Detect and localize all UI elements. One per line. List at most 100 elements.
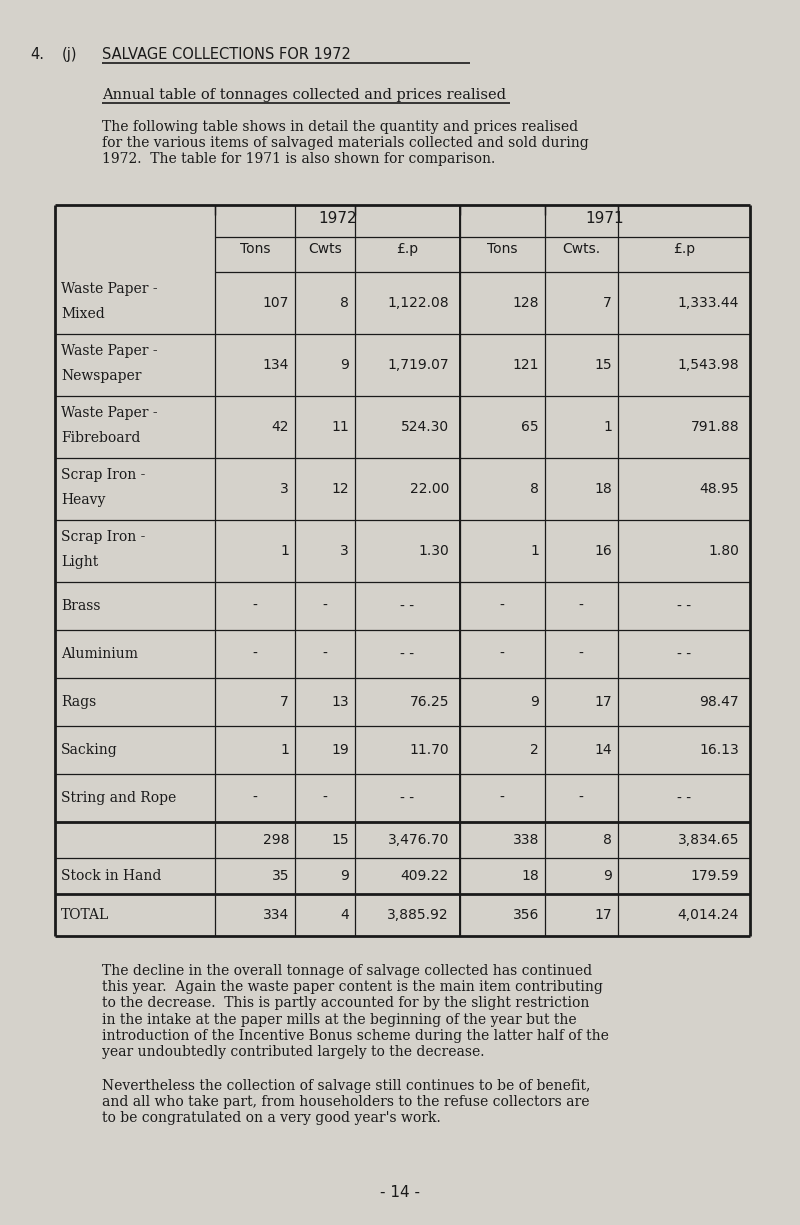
Text: - 14 -: - 14 - bbox=[380, 1185, 420, 1200]
Text: -: - bbox=[499, 791, 505, 805]
Text: 3: 3 bbox=[340, 544, 349, 559]
Text: - -: - - bbox=[677, 647, 691, 662]
Text: -: - bbox=[322, 647, 327, 662]
Text: 121: 121 bbox=[513, 358, 539, 372]
Text: 12: 12 bbox=[331, 481, 349, 496]
Text: Waste Paper -: Waste Paper - bbox=[61, 344, 158, 359]
Text: String and Rope: String and Rope bbox=[61, 791, 176, 805]
Text: 524.30: 524.30 bbox=[401, 420, 449, 434]
Text: Scrap Iron -: Scrap Iron - bbox=[61, 530, 146, 544]
Text: -: - bbox=[253, 791, 258, 805]
Text: 15: 15 bbox=[594, 358, 612, 372]
Text: Nevertheless the collection of salvage still continues to be of benefit,
and all: Nevertheless the collection of salvage s… bbox=[102, 1079, 590, 1126]
Text: Rags: Rags bbox=[61, 695, 96, 709]
Text: Tons: Tons bbox=[487, 243, 518, 256]
Text: 35: 35 bbox=[271, 869, 289, 883]
Text: 9: 9 bbox=[340, 869, 349, 883]
Text: -: - bbox=[578, 647, 583, 662]
Text: 18: 18 bbox=[594, 481, 612, 496]
Text: 48.95: 48.95 bbox=[699, 481, 739, 496]
Text: 8: 8 bbox=[530, 481, 539, 496]
Text: 9: 9 bbox=[603, 869, 612, 883]
Text: 1.80: 1.80 bbox=[708, 544, 739, 559]
Text: Aluminium: Aluminium bbox=[61, 647, 138, 662]
Text: 298: 298 bbox=[262, 833, 289, 846]
Text: 409.22: 409.22 bbox=[401, 869, 449, 883]
Text: 179.59: 179.59 bbox=[690, 869, 739, 883]
Text: Waste Paper -: Waste Paper - bbox=[61, 407, 158, 420]
Text: 15: 15 bbox=[331, 833, 349, 846]
Text: 3,885.92: 3,885.92 bbox=[387, 908, 449, 922]
Text: 19: 19 bbox=[331, 744, 349, 757]
Text: 1,543.98: 1,543.98 bbox=[678, 358, 739, 372]
Text: 1: 1 bbox=[280, 744, 289, 757]
Text: Waste Paper -: Waste Paper - bbox=[61, 282, 158, 296]
Text: 17: 17 bbox=[594, 908, 612, 922]
Text: £.p: £.p bbox=[673, 243, 695, 256]
Text: 7: 7 bbox=[603, 296, 612, 310]
Text: Tons: Tons bbox=[240, 243, 270, 256]
Text: 3: 3 bbox=[280, 481, 289, 496]
Text: 4,014.24: 4,014.24 bbox=[678, 908, 739, 922]
Text: Newspaper: Newspaper bbox=[61, 369, 142, 383]
Text: 7: 7 bbox=[280, 695, 289, 709]
Text: -: - bbox=[499, 599, 505, 612]
Text: Light: Light bbox=[61, 555, 98, 570]
Text: 334: 334 bbox=[262, 908, 289, 922]
Text: -: - bbox=[322, 791, 327, 805]
Text: Heavy: Heavy bbox=[61, 494, 106, 507]
Text: 9: 9 bbox=[340, 358, 349, 372]
Text: TOTAL: TOTAL bbox=[61, 908, 110, 922]
Text: 791.88: 791.88 bbox=[690, 420, 739, 434]
Text: 1.30: 1.30 bbox=[418, 544, 449, 559]
Text: 11.70: 11.70 bbox=[410, 744, 449, 757]
Text: 98.47: 98.47 bbox=[699, 695, 739, 709]
Text: 1,122.08: 1,122.08 bbox=[387, 296, 449, 310]
Text: 3,834.65: 3,834.65 bbox=[678, 833, 739, 846]
Text: - -: - - bbox=[400, 647, 414, 662]
Text: Cwts: Cwts bbox=[308, 243, 342, 256]
Text: 1: 1 bbox=[603, 420, 612, 434]
Text: - -: - - bbox=[400, 791, 414, 805]
Text: 9: 9 bbox=[530, 695, 539, 709]
Text: (j): (j) bbox=[62, 47, 78, 62]
Text: 4: 4 bbox=[340, 908, 349, 922]
Text: 18: 18 bbox=[522, 869, 539, 883]
Text: 107: 107 bbox=[262, 296, 289, 310]
Text: 3,476.70: 3,476.70 bbox=[388, 833, 449, 846]
Text: 22.00: 22.00 bbox=[410, 481, 449, 496]
Text: 1: 1 bbox=[280, 544, 289, 559]
Text: £.p: £.p bbox=[397, 243, 418, 256]
Text: Annual table of tonnages collected and prices realised: Annual table of tonnages collected and p… bbox=[102, 88, 506, 102]
Text: 134: 134 bbox=[262, 358, 289, 372]
Text: Scrap Iron -: Scrap Iron - bbox=[61, 468, 146, 483]
Text: -: - bbox=[578, 791, 583, 805]
Text: 356: 356 bbox=[513, 908, 539, 922]
Text: Mixed: Mixed bbox=[61, 307, 105, 321]
Text: 14: 14 bbox=[594, 744, 612, 757]
Text: 128: 128 bbox=[513, 296, 539, 310]
Text: -: - bbox=[578, 599, 583, 612]
Text: The decline in the overall tonnage of salvage collected has continued
this year.: The decline in the overall tonnage of sa… bbox=[102, 964, 609, 1058]
Text: - -: - - bbox=[677, 599, 691, 612]
Text: 8: 8 bbox=[340, 296, 349, 310]
Text: 11: 11 bbox=[331, 420, 349, 434]
Text: -: - bbox=[499, 647, 505, 662]
Text: 76.25: 76.25 bbox=[410, 695, 449, 709]
Text: 8: 8 bbox=[603, 833, 612, 846]
Text: 1: 1 bbox=[530, 544, 539, 559]
Text: 1,719.07: 1,719.07 bbox=[387, 358, 449, 372]
Text: 2: 2 bbox=[530, 744, 539, 757]
Text: 65: 65 bbox=[522, 420, 539, 434]
Text: 16: 16 bbox=[594, 544, 612, 559]
Text: -: - bbox=[253, 599, 258, 612]
Text: Cwts.: Cwts. bbox=[562, 243, 601, 256]
Text: 1,333.44: 1,333.44 bbox=[678, 296, 739, 310]
Text: Brass: Brass bbox=[61, 599, 101, 612]
Text: SALVAGE COLLECTIONS FOR 1972: SALVAGE COLLECTIONS FOR 1972 bbox=[102, 47, 351, 62]
Text: 1972: 1972 bbox=[318, 211, 357, 225]
Text: -: - bbox=[322, 599, 327, 612]
Text: Stock in Hand: Stock in Hand bbox=[61, 869, 162, 883]
Text: -: - bbox=[253, 647, 258, 662]
Text: Fibreboard: Fibreboard bbox=[61, 431, 140, 445]
